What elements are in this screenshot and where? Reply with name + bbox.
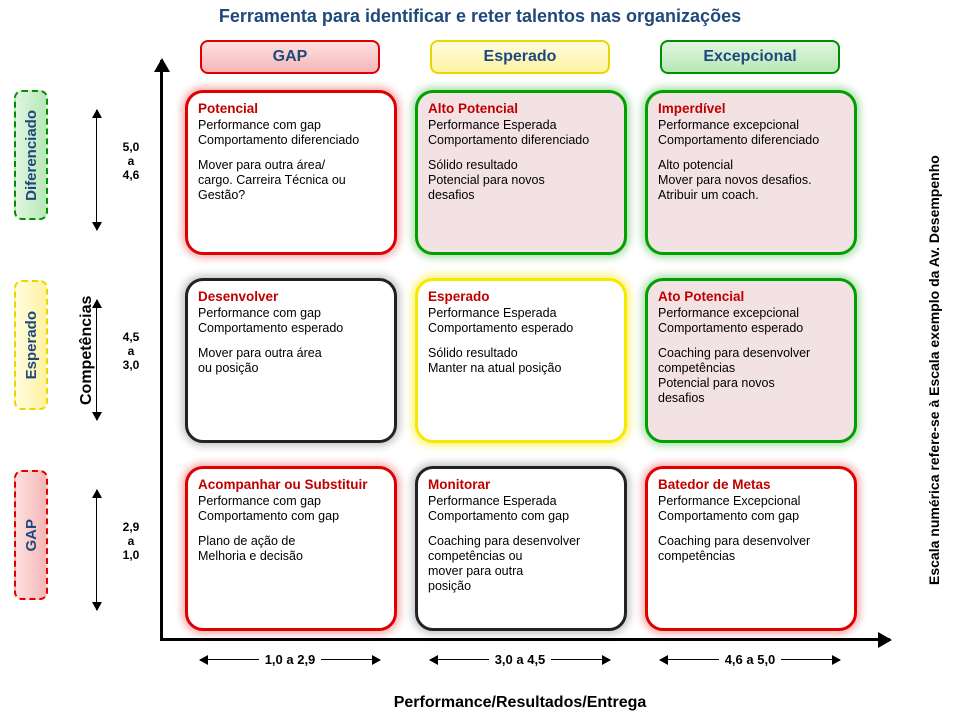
row-range-0: 5,0a4,6 [108, 140, 154, 182]
cell-line: Coaching para desenvolver [658, 534, 844, 549]
cell-line: Comportamento diferenciado [198, 133, 384, 148]
cell-r0-c0: Potencial Performance com gapComportament… [185, 90, 397, 255]
cell-r2-c2: Batedor de MetasPerformance ExcepcionalC… [645, 466, 857, 631]
cell-line: Performance Esperada [428, 118, 614, 133]
cell-line: Comportamento com gap [428, 509, 614, 524]
row-range-2: 2,9a1,0 [108, 520, 154, 562]
cell-line: Performance com gap [198, 306, 384, 321]
row-header-esperado: Esperado [14, 280, 48, 410]
cell-title: Potencial [198, 101, 384, 116]
row-header-gap: GAP [14, 470, 48, 600]
cell-line: desafios [658, 391, 844, 406]
cell-line: Comportamento esperado [198, 321, 384, 336]
cell-title: Esperado [428, 289, 614, 304]
col-header-excepcional: Excepcional [660, 40, 840, 74]
cell-line: desafios [428, 188, 614, 203]
cell-line: competências [658, 361, 844, 376]
cell-line: competências [658, 549, 844, 564]
cell-line: Mover para outra área/ [198, 158, 384, 173]
cell-line: Comportamento esperado [428, 321, 614, 336]
cell-line: Comportamento diferenciado [658, 133, 844, 148]
cell-line: Performance excepcional [658, 306, 844, 321]
cell-line: Potencial para novos [428, 173, 614, 188]
cell-line: Performance Excepcional [658, 494, 844, 509]
cell-r1-c1: Esperado Performance EsperadaComportament… [415, 278, 627, 443]
cell-r1-c0: Desenvolver Performance com gapComportame… [185, 278, 397, 443]
row-range-1: 4,5a3,0 [108, 330, 154, 372]
cell-r1-c2: Ato Potencial Performance excepcionalComp… [645, 278, 857, 443]
cell-line: competências ou [428, 549, 614, 564]
cell-line: Performance com gap [198, 118, 384, 133]
cell-line: Comportamento esperado [658, 321, 844, 336]
page-title: Ferramenta para identificar e reter tale… [0, 6, 960, 27]
cell-line: Potencial para novos [658, 376, 844, 391]
cell-line: Comportamento diferenciado [428, 133, 614, 148]
cell-line: posição [428, 579, 614, 594]
cell-r2-c0: Acompanhar ou Substituir Performance com … [185, 466, 397, 631]
cell-line: Sólido resultado [428, 346, 614, 361]
cell-line: Mover para novos desafios. [658, 173, 844, 188]
x-axis-label: Performance/Resultados/Entrega [200, 694, 840, 712]
cell-line: Sólido resultado [428, 158, 614, 173]
cell-line: Performance excepcional [658, 118, 844, 133]
cell-line: Coaching para desenvolver [428, 534, 614, 549]
cell-title: Ato Potencial [658, 289, 844, 304]
cell-line: Atribuir um coach. [658, 188, 844, 203]
col-header-gap: GAP [200, 40, 380, 74]
cell-r0-c1: Alto Potencial Performance EsperadaCompor… [415, 90, 627, 255]
cell-line: Comportamento com gap [658, 509, 844, 524]
cell-r2-c1: Monitorar Performance EsperadaComportamen… [415, 466, 627, 631]
cell-title: Desenvolver [198, 289, 384, 304]
cell-line: mover para outra [428, 564, 614, 579]
col-range-0: 1,0 a 2,9 [190, 652, 390, 667]
cell-line: Mover para outra área [198, 346, 384, 361]
cell-title: Acompanhar ou Substituir [198, 477, 384, 492]
cell-line: Plano de ação de [198, 534, 384, 549]
side-note: Escala numérica refere-se à Escala exemp… [926, 60, 952, 680]
cell-line: Performance Esperada [428, 306, 614, 321]
y-axis-line [160, 60, 163, 640]
cell-line: Manter na atual posição [428, 361, 614, 376]
cell-line: Performance com gap [198, 494, 384, 509]
cell-line: Performance Esperada [428, 494, 614, 509]
row-header-diferenciado: Diferenciado [14, 90, 48, 220]
cell-line: Coaching para desenvolver [658, 346, 844, 361]
cell-line: ou posição [198, 361, 384, 376]
cell-line: Alto potencial [658, 158, 844, 173]
cell-line: Comportamento com gap [198, 509, 384, 524]
cell-title: Batedor de Metas [658, 477, 844, 492]
cell-line: Melhoria e decisão [198, 549, 384, 564]
cell-title: Monitorar [428, 477, 614, 492]
cell-r0-c2: Imperdível Performance excepcionalComport… [645, 90, 857, 255]
cell-title: Imperdível [658, 101, 844, 116]
col-range-2: 4,6 a 5,0 [650, 652, 850, 667]
x-axis-line [160, 638, 890, 641]
cell-title: Alto Potencial [428, 101, 614, 116]
col-range-1: 3,0 a 4,5 [420, 652, 620, 667]
cell-line: cargo. Carreira Técnica ou [198, 173, 384, 188]
col-header-esperado: Esperado [430, 40, 610, 74]
cell-line: Gestão? [198, 188, 384, 203]
